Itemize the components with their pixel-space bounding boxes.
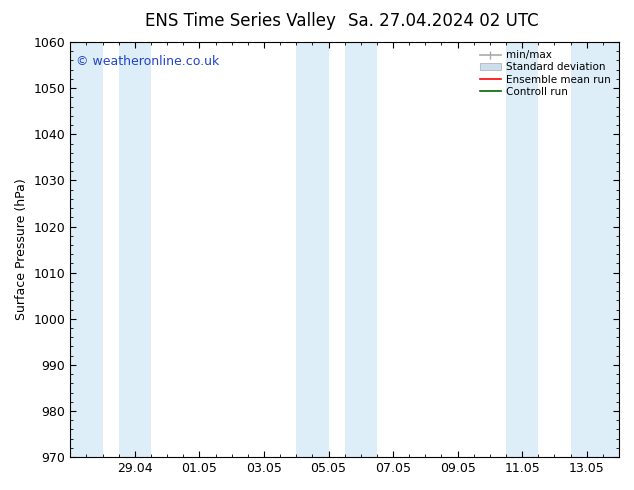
Text: ENS Time Series Valley: ENS Time Series Valley [145,12,337,30]
Bar [345,42,377,457]
Text: Sa. 27.04.2024 02 UTC: Sa. 27.04.2024 02 UTC [349,12,539,30]
Y-axis label: Surface Pressure (hPa): Surface Pressure (hPa) [15,179,28,320]
Bar [571,42,619,457]
Legend: min/max, Standard deviation, Ensemble mean run, Controll run: min/max, Standard deviation, Ensemble me… [477,47,614,100]
Bar [296,42,328,457]
Bar [119,42,151,457]
Bar [70,42,103,457]
Bar [506,42,538,457]
Text: © weatheronline.co.uk: © weatheronline.co.uk [76,54,219,68]
